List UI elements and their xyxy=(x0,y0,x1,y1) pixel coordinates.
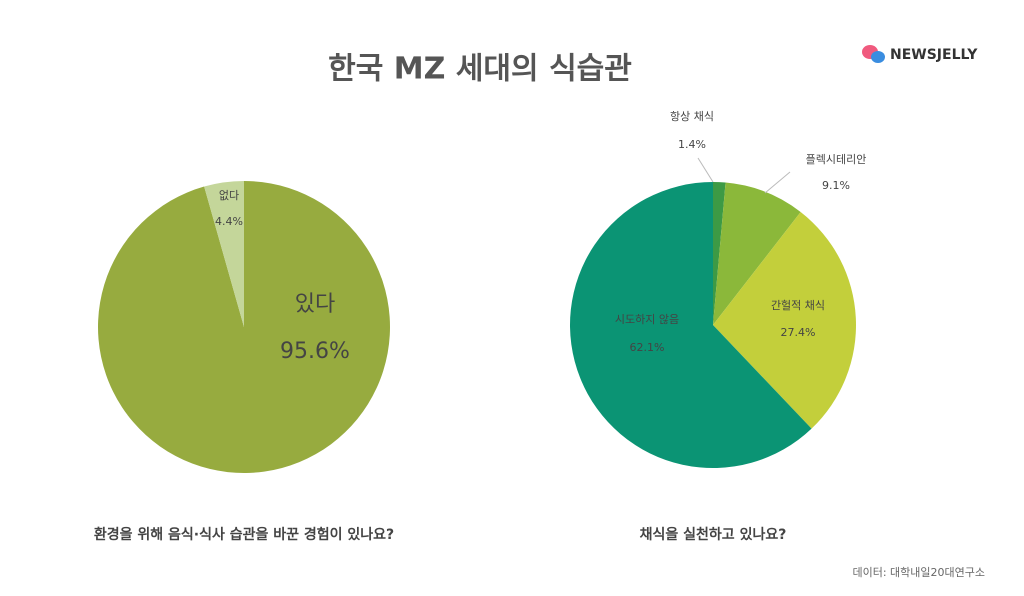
slice-label: 있다 xyxy=(295,292,335,317)
slice-value-label: 4.4% xyxy=(215,215,243,228)
pie-slice xyxy=(204,181,244,327)
pie-slice xyxy=(569,182,812,469)
pie-slice xyxy=(713,182,726,325)
page-title: 한국 MZ 세대의 식습관 xyxy=(328,52,632,87)
leader-line xyxy=(764,171,791,194)
logo-text: NEWSJELLY xyxy=(890,47,978,63)
pie-slice xyxy=(713,212,856,429)
slice-label: 간헐적 채식 xyxy=(771,298,825,312)
slice-label: 플렉시테리안 xyxy=(806,153,867,166)
slice-value-label: 95.6% xyxy=(280,339,350,364)
logo-icon xyxy=(862,45,885,63)
slice-value-label: 1.4% xyxy=(678,138,706,151)
chart-title: 채식을 실천하고 있나요? xyxy=(640,526,787,543)
slice-value-label: 9.1% xyxy=(822,179,850,192)
slice-label: 항상 채식 xyxy=(670,110,714,123)
slice-value-label: 62.1% xyxy=(630,341,665,354)
leader-line xyxy=(697,157,714,183)
slice-label: 시도하지 않음 xyxy=(615,312,679,326)
source: 데이터: 대학내일20대연구소 xyxy=(852,565,985,579)
slice-label: 없다 xyxy=(219,189,239,202)
slice-value-label: 27.4% xyxy=(781,326,816,339)
chart-title: 환경을 위해 음식·식사 습관을 바꾼 경험이 있나요? xyxy=(94,526,394,543)
pie-slice xyxy=(713,182,801,325)
